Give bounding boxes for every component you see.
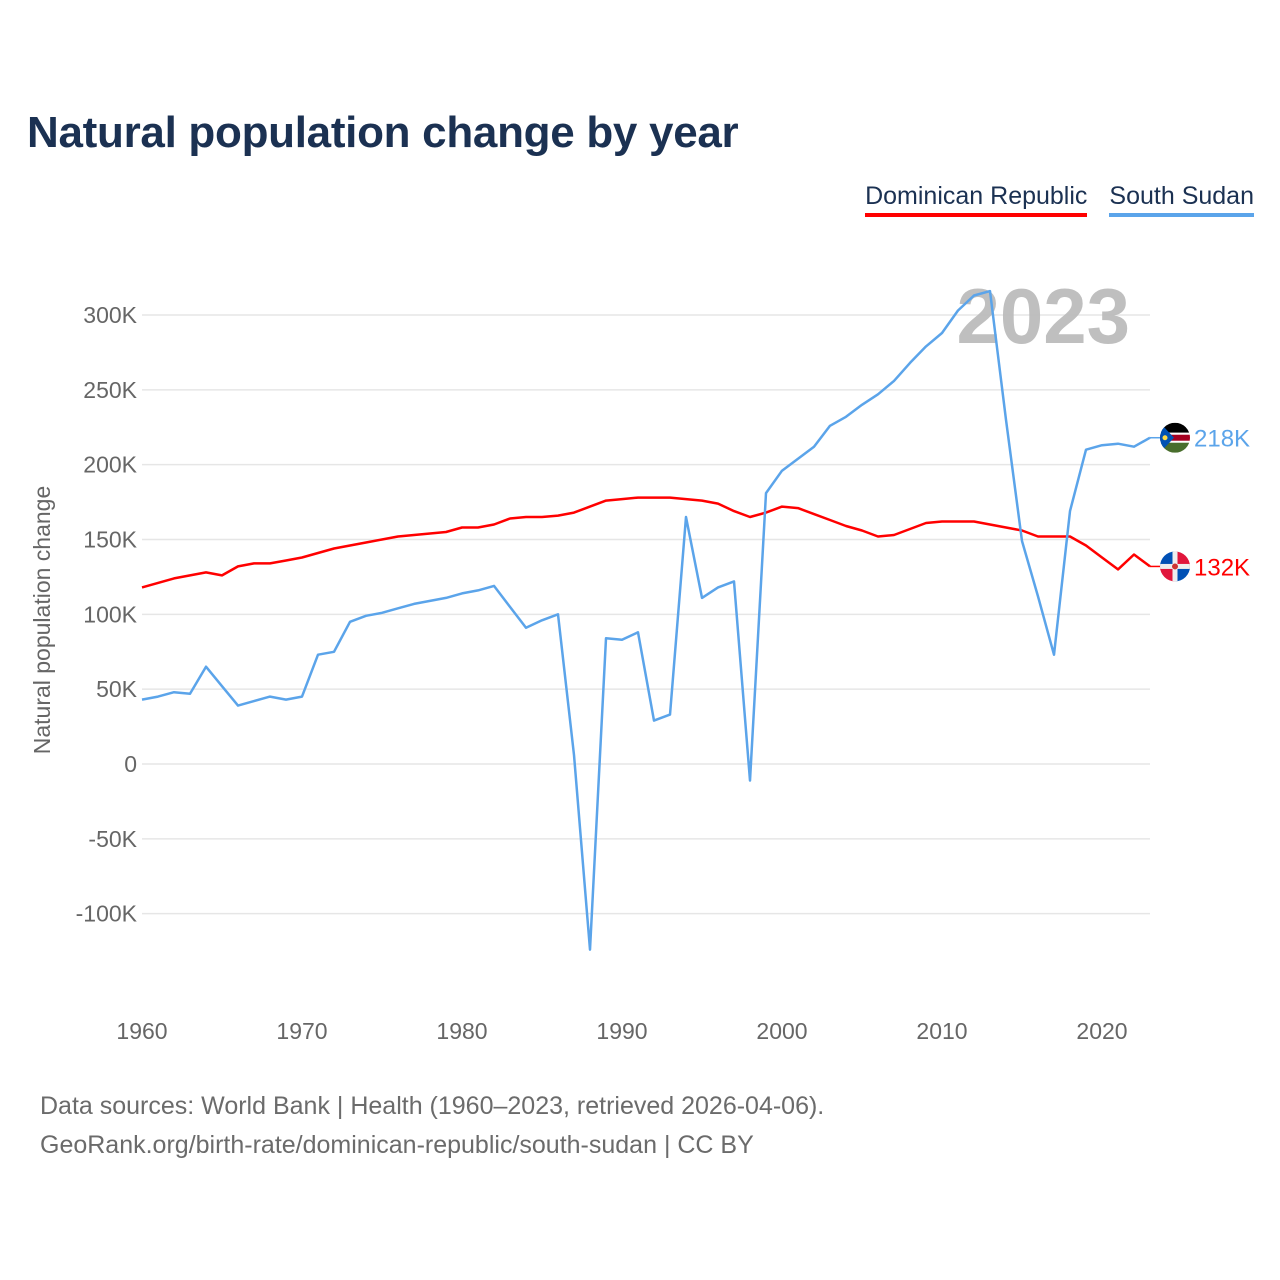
y-tick-label: 150K xyxy=(83,527,137,553)
legend-item-dominican-republic[interactable]: Dominican Republic xyxy=(865,182,1088,217)
y-tick-label: 50K xyxy=(96,676,138,702)
x-tick-label: 2010 xyxy=(916,1018,967,1044)
legend: Dominican Republic South Sudan xyxy=(865,182,1254,217)
y-tick-label: -100K xyxy=(76,901,138,927)
y-tick-label: 200K xyxy=(83,452,137,478)
footer-link[interactable]: GeoRank.org/birth-rate/dominican-republi… xyxy=(40,1131,754,1159)
x-tick-label: 1970 xyxy=(276,1018,327,1044)
legend-item-south-sudan[interactable]: South Sudan xyxy=(1109,182,1254,217)
end-value-label: 218K xyxy=(1194,426,1250,453)
y-axis-label: Natural population change xyxy=(29,486,55,755)
series-line-south-sudan xyxy=(141,289,1151,951)
y-tick-label: 300K xyxy=(83,302,137,328)
x-tick-label: 1960 xyxy=(116,1018,167,1044)
x-tick-label: 1980 xyxy=(436,1018,487,1044)
end-value-label: 132K xyxy=(1194,554,1250,581)
x-tick-label: 2020 xyxy=(1076,1018,1127,1044)
y-tick-label: 250K xyxy=(83,377,137,403)
x-tick-label: 2000 xyxy=(756,1018,807,1044)
footer: Data sources: World Bank | Health (1960–… xyxy=(40,1087,824,1165)
y-tick-label: 100K xyxy=(83,601,137,627)
x-tick-label: 1990 xyxy=(596,1018,647,1044)
year-watermark: 2023 xyxy=(956,272,1130,360)
series-line-dominican-republic xyxy=(141,496,1151,589)
south-sudan-flag-icon xyxy=(1160,422,1190,453)
footer-sources: Data sources: World Bank | Health (1960–… xyxy=(40,1092,825,1120)
chart-title: Natural population change by year xyxy=(27,108,739,157)
y-tick-label: 0 xyxy=(124,751,137,777)
y-tick-label: -50K xyxy=(88,826,137,852)
dominican-republic-flag-icon xyxy=(1160,551,1190,582)
